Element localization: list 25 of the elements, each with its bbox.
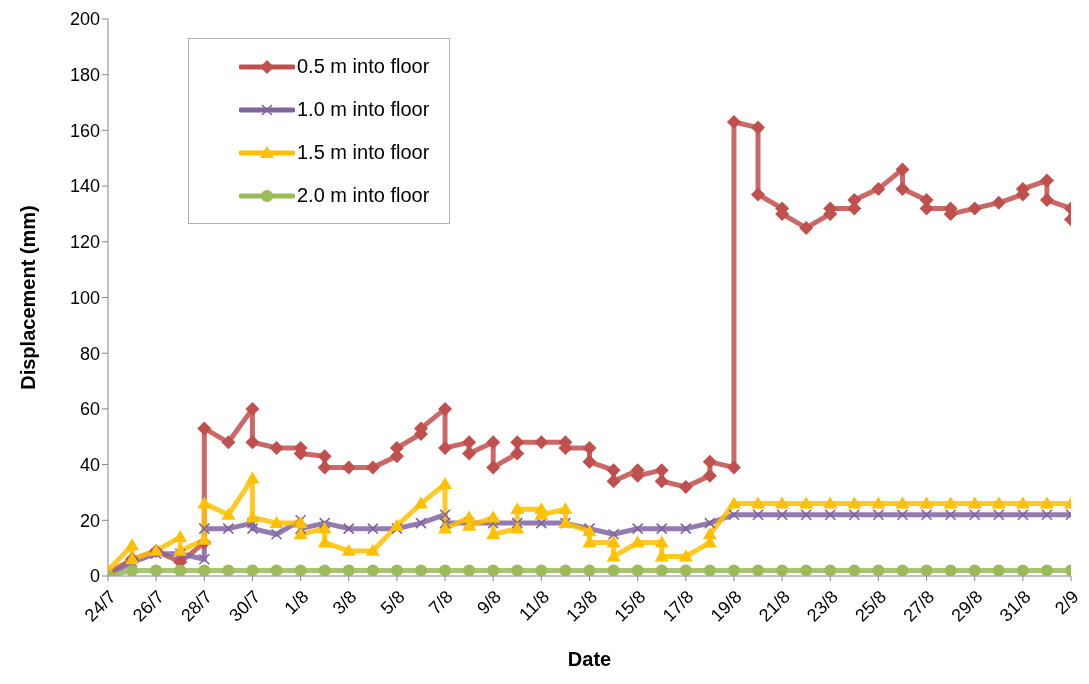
y-tick-label: 0	[89, 566, 100, 587]
y-tick-label: 20	[79, 510, 100, 531]
legend-label: 0.5 m into floor	[297, 55, 430, 78]
x-tick-label: 11/8	[515, 586, 554, 625]
y-axis-title: Displacement (mm)	[17, 205, 40, 390]
x-tick-label: 3/8	[328, 586, 361, 619]
y-tick-label: 160	[69, 120, 100, 141]
y-tick-label: 60	[79, 399, 100, 420]
x-tick-label: 5/8	[376, 586, 409, 619]
legend-label: 1.5 m into floor	[297, 141, 430, 164]
y-tick-label: 80	[79, 343, 100, 364]
y-tick-label: 200	[69, 9, 100, 30]
legend-label: 2.0 m into floor	[297, 184, 430, 207]
legend-label: 1.0 m into floor	[297, 98, 430, 121]
x-tick-label: 31/8	[995, 586, 1035, 626]
x-axis-title: Date	[567, 648, 612, 670]
x-tick-label: 1/8	[280, 586, 313, 619]
y-tick-label: 180	[69, 65, 100, 86]
x-tick-label: 9/8	[473, 586, 505, 619]
y-tick-label: 40	[79, 454, 100, 475]
y-tick-label: 140	[69, 176, 100, 197]
y-tick-label: 120	[69, 232, 100, 253]
x-tick-label: 2/9	[1050, 586, 1083, 619]
y-tick-label: 100	[69, 287, 100, 308]
x-tick-label: 7/8	[424, 586, 457, 619]
